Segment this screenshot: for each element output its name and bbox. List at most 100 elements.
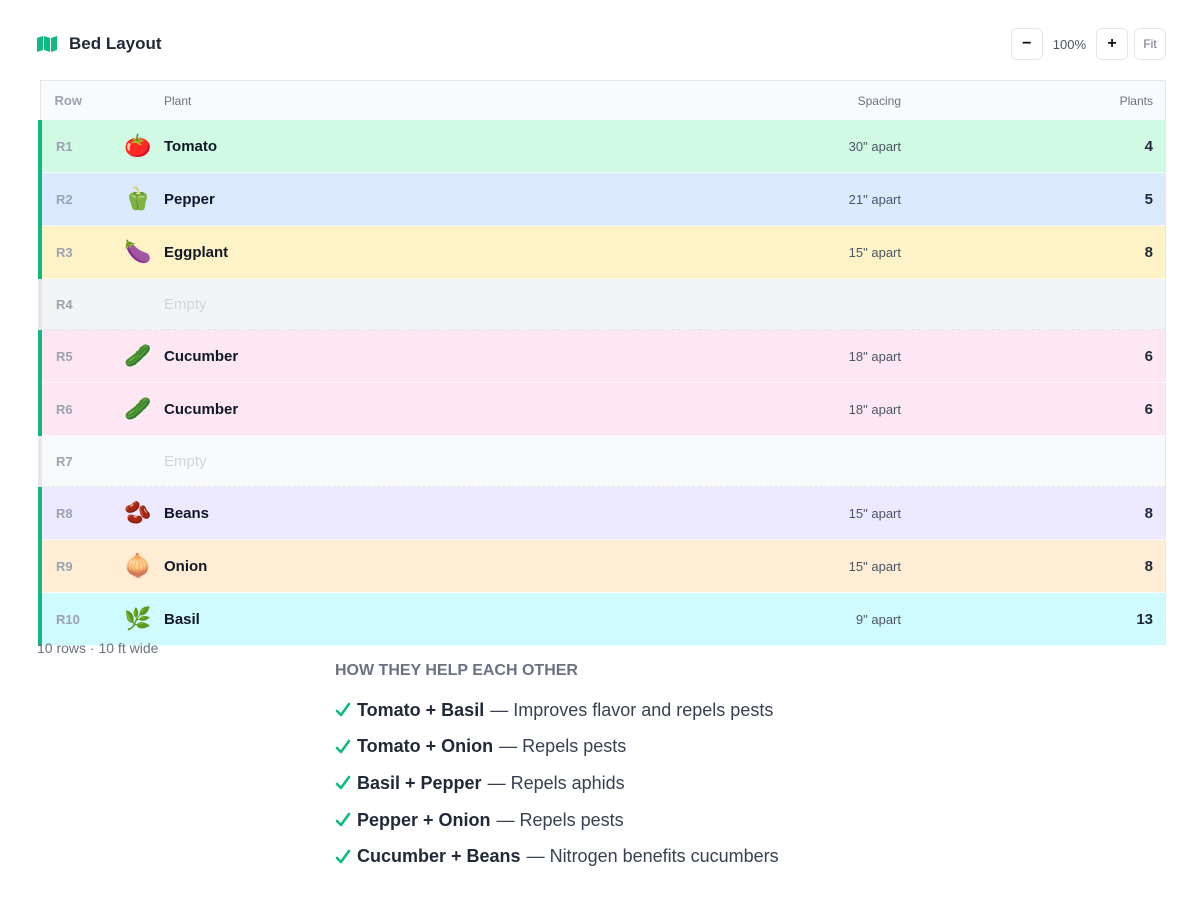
zoom-fit[interactable]: Fit — [1134, 28, 1166, 60]
zoom-controls: − 100% + Fit — [1010, 28, 1166, 60]
spacing: 9" apart — [700, 592, 902, 646]
spacing: 15" apart — [700, 225, 902, 279]
summary: 10 rows · 10 ft wide — [37, 640, 159, 656]
plant-icon — [113, 435, 163, 487]
plant-count: 8 — [902, 539, 1166, 593]
plant-count: 4 — [902, 120, 1166, 173]
companion-pair: Tomato + Basil — [357, 699, 485, 720]
companions: HOW THEY HELP EACH OTHER Tomato + Basil —… — [335, 662, 779, 875]
row-label: R6 — [38, 382, 113, 436]
companion-pair: Tomato + Onion — [357, 736, 494, 757]
zoom-level: 100% — [1052, 36, 1086, 52]
spacing: 21" apart — [700, 172, 902, 226]
plant-icon: 🫘 — [113, 486, 163, 540]
zoom-out[interactable]: − — [1010, 28, 1043, 60]
check-icon — [335, 702, 351, 717]
plant-count: 6 — [902, 329, 1166, 383]
plant-icon: 🫑 — [113, 172, 163, 226]
row-label: R9 — [38, 539, 113, 593]
row-label: R1 — [38, 120, 113, 173]
row-label: R5 — [38, 329, 113, 383]
plant-icon: 🍆 — [113, 225, 163, 279]
bed-row: R1 🍅 Tomato 30" apart 4 — [38, 120, 1166, 173]
plant-count: 13 — [902, 592, 1166, 646]
companion-note: — Repels pests — [496, 809, 624, 830]
spacing: 30" apart — [700, 120, 902, 173]
plant-name: Cucumber — [163, 329, 700, 383]
bed-row: R4 Empty — [38, 278, 1166, 330]
spacing: 15" apart — [700, 539, 902, 593]
col-spacing: Spacing — [700, 80, 902, 120]
companion-pair: Basil + Pepper — [357, 772, 482, 793]
bed-row: R7 Empty — [38, 435, 1166, 487]
bed-row: R3 🍆 Eggplant 15" apart 8 — [38, 225, 1166, 279]
plant-icon: 🥒 — [113, 329, 163, 383]
plant-icon: 🥒 — [113, 382, 163, 436]
header: Bed Layout − 100% + Fit — [37, 28, 1166, 60]
plant-count: 5 — [902, 172, 1166, 226]
companion-item: Basil + Pepper — Repels aphids — [335, 765, 779, 802]
plant-name: Basil — [163, 592, 700, 646]
spacing: 15" apart — [700, 486, 902, 540]
col-plants: Plants — [902, 80, 1166, 120]
header-row: Row Plant Spacing Plants — [40, 80, 1166, 120]
companion-note: — Repels aphids — [487, 772, 625, 793]
plant-name: Empty — [163, 435, 700, 487]
plant-name: Pepper — [163, 172, 700, 226]
title: Bed Layout — [69, 34, 162, 53]
table-body: R1 🍅 Tomato 30" apart 4 R2 🫑 Pepper 21" apart 5 R3… — [38, 120, 1166, 646]
row-label: R7 — [38, 435, 113, 487]
bed-row: R2 🫑 Pepper 21" apart 5 — [38, 172, 1166, 226]
zoom-in[interactable]: + — [1096, 28, 1128, 60]
companion-note: — Nitrogen benefits cucumbers — [526, 846, 779, 867]
companions-title: HOW THEY HELP EACH OTHER — [335, 662, 578, 679]
plant-name: Tomato — [163, 120, 700, 173]
row-label: R8 — [38, 486, 113, 540]
plant-count — [902, 435, 1166, 487]
col-plant: Plant — [163, 80, 700, 120]
plant-icon: 🧅 — [113, 539, 163, 593]
check-icon — [335, 812, 351, 827]
col-row: Row — [40, 80, 113, 120]
map-icon — [37, 36, 57, 52]
bed-row: R5 🥒 Cucumber 18" apart 6 — [38, 329, 1166, 383]
bed-row: R6 🥒 Cucumber 18" apart 6 — [38, 382, 1166, 436]
bed-row: R8 🫘 Beans 15" apart 8 — [38, 486, 1166, 540]
table-head: Row Plant Spacing Plants — [40, 80, 1166, 120]
plant-icon — [113, 278, 163, 330]
plant-count: 8 — [902, 225, 1166, 279]
companion-item: Tomato + Onion — Repels pests — [335, 729, 779, 766]
row-label: R3 — [38, 225, 113, 279]
companion-item: Cucumber + Beans — Nitrogen benefits cucu… — [335, 838, 779, 875]
plant-name: Onion — [163, 539, 700, 593]
spacing: 18" apart — [700, 329, 902, 383]
bed-row: R10 🌿 Basil 9" apart 13 — [38, 592, 1166, 646]
check-icon — [335, 739, 351, 754]
plant-name: Beans — [163, 486, 700, 540]
row-label: R4 — [38, 278, 113, 330]
plant-name: Cucumber — [163, 382, 700, 436]
spacing — [700, 435, 902, 487]
check-icon — [335, 776, 351, 790]
plant-name: Empty — [163, 278, 700, 330]
row-label: R2 — [38, 172, 113, 226]
plant-count: 8 — [902, 486, 1166, 540]
plant-count — [902, 278, 1166, 330]
spacing — [700, 278, 902, 330]
bed-table: Row Plant Spacing Plants R1 🍅 Tomato 30" ap… — [38, 80, 1166, 646]
companion-pair: Pepper + Onion — [357, 809, 491, 830]
companion-pair: Cucumber + Beans — [357, 846, 521, 867]
companion-list: Tomato + Basil — Improves flavor and repe… — [335, 692, 779, 875]
col-icon — [113, 80, 163, 120]
check-icon — [335, 849, 351, 863]
bed-row: R9 🧅 Onion 15" apart 8 — [38, 539, 1166, 593]
spacing: 18" apart — [700, 382, 902, 436]
companion-note: — Repels pests — [499, 736, 627, 757]
companion-item: Tomato + Basil — Improves flavor and repe… — [335, 692, 779, 729]
plant-count: 6 — [902, 382, 1166, 436]
plant-icon: 🍅 — [113, 120, 163, 173]
companion-item: Pepper + Onion — Repels pests — [335, 802, 779, 839]
plant-icon: 🌿 — [113, 592, 163, 646]
plant-name: Eggplant — [163, 225, 700, 279]
